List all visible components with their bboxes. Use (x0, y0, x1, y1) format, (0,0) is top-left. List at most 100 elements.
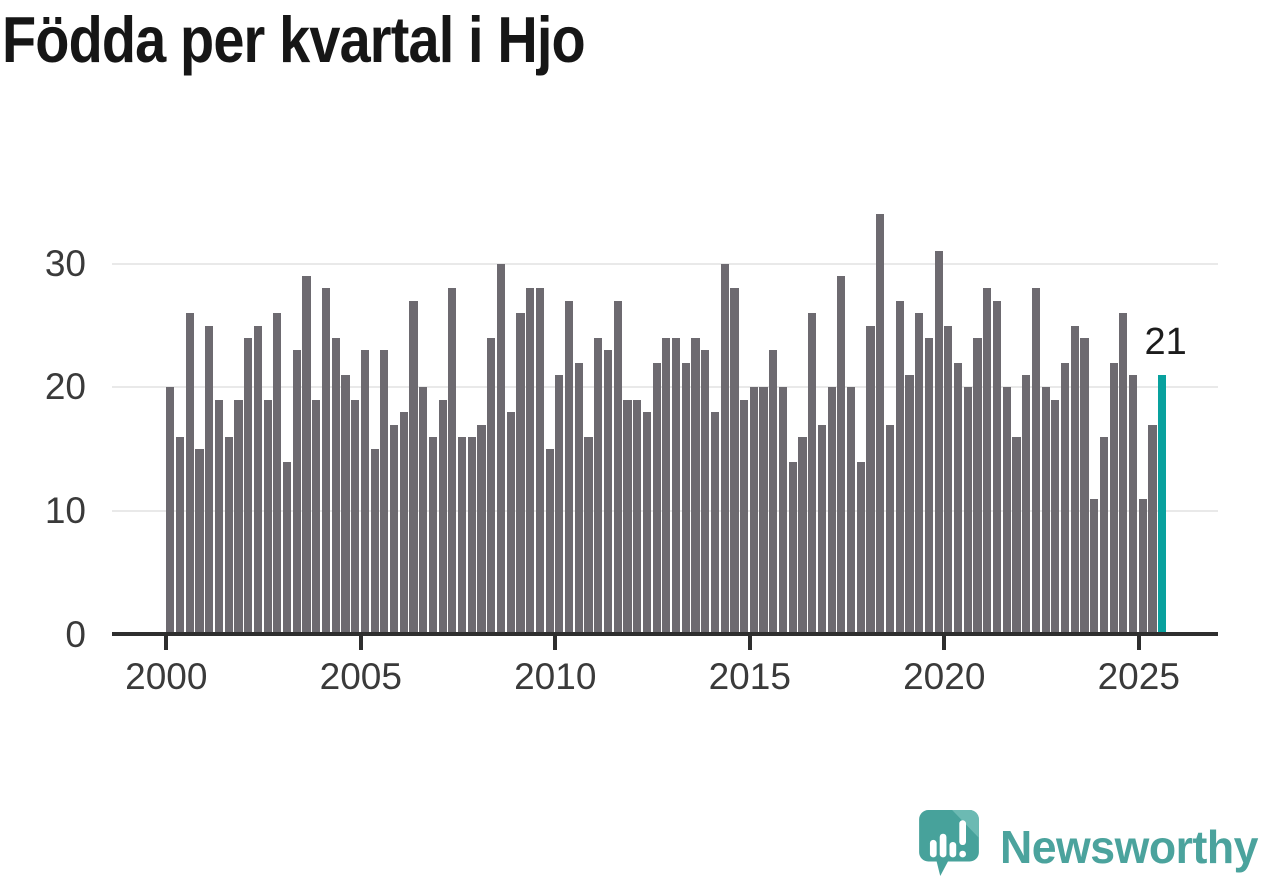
bar (642, 412, 651, 636)
bar (516, 313, 525, 636)
bar (701, 350, 710, 636)
bar (185, 313, 194, 636)
bar (847, 387, 856, 636)
bar (944, 325, 953, 636)
y-axis-label: 10 (44, 490, 86, 532)
bar (399, 412, 408, 636)
bar (808, 313, 817, 636)
y-axis-label: 30 (44, 242, 86, 284)
bar (1119, 313, 1128, 636)
y-axis-label: 20 (44, 366, 86, 408)
bar (876, 214, 885, 636)
bar (633, 399, 642, 636)
bar (1109, 362, 1118, 636)
bar (234, 399, 243, 636)
bar (370, 449, 379, 636)
bar (292, 350, 301, 636)
bar (389, 424, 399, 636)
bar (1031, 288, 1040, 636)
bar (691, 337, 700, 636)
bar (506, 412, 515, 636)
bar (574, 362, 583, 636)
bar (195, 449, 204, 636)
chart-title: Födda per kvartal i Hjo (2, 3, 586, 76)
bar (934, 251, 943, 636)
bar (477, 424, 486, 636)
bar (915, 313, 924, 636)
bar (1041, 387, 1050, 636)
bar (817, 424, 827, 636)
bar (1051, 399, 1060, 636)
bar (555, 375, 564, 636)
bar (1022, 375, 1031, 636)
bar (710, 412, 720, 636)
bar (973, 337, 982, 636)
bar (419, 387, 428, 636)
x-axis-tick (358, 636, 363, 650)
x-axis-tick (553, 636, 558, 650)
bar (360, 350, 369, 636)
bar (827, 387, 836, 636)
bar (856, 461, 865, 636)
gridline-y30 (112, 262, 1218, 265)
bar (992, 300, 1002, 636)
bar (652, 362, 661, 636)
x-axis-label: 2010 (514, 656, 597, 697)
bar (924, 337, 933, 636)
bar (885, 424, 895, 636)
y-axis-label: 0 (65, 614, 86, 655)
bar (1129, 375, 1138, 636)
bar (341, 375, 350, 636)
bar (953, 362, 963, 636)
bar (749, 387, 758, 636)
bar (214, 399, 224, 636)
bar (428, 436, 438, 636)
bar (438, 399, 447, 636)
bar (1148, 424, 1157, 636)
bar (1090, 498, 1099, 636)
x-axis-label: 2000 (125, 656, 208, 697)
bar (467, 436, 476, 636)
x-axis-tick (747, 636, 752, 650)
bar (1012, 436, 1021, 636)
bar (331, 337, 340, 636)
bar (623, 399, 632, 636)
bar (1138, 498, 1147, 636)
bar (983, 288, 992, 636)
bar (263, 399, 272, 636)
x-axis-tick (1136, 636, 1141, 650)
bar (448, 288, 457, 636)
bar (496, 263, 506, 636)
bar (769, 350, 778, 636)
bar (671, 337, 681, 636)
bar (866, 325, 875, 636)
x-axis-label: 2005 (319, 656, 402, 697)
bar (526, 288, 535, 636)
bar-value-label: 21 (1144, 321, 1187, 364)
x-axis-tick (942, 636, 947, 650)
x-axis-line (112, 632, 1218, 636)
bar (166, 387, 175, 636)
bar (594, 337, 603, 636)
bar (273, 313, 282, 636)
bar (740, 399, 749, 636)
bar (963, 387, 972, 636)
bar (321, 288, 331, 636)
newsworthy-wordmark: Newsworthy (1000, 820, 1258, 873)
bar (244, 337, 253, 636)
bar (788, 461, 797, 636)
bar (176, 436, 185, 636)
x-axis-tick (164, 636, 169, 650)
bar (905, 375, 914, 636)
bar (351, 399, 360, 636)
bar (282, 461, 292, 636)
bar (253, 325, 262, 636)
bar (759, 387, 768, 636)
bar (730, 288, 739, 636)
newsworthy-logo: Newsworthy (919, 810, 1258, 883)
bar (584, 436, 593, 636)
bar (487, 337, 496, 636)
bar (224, 436, 233, 636)
